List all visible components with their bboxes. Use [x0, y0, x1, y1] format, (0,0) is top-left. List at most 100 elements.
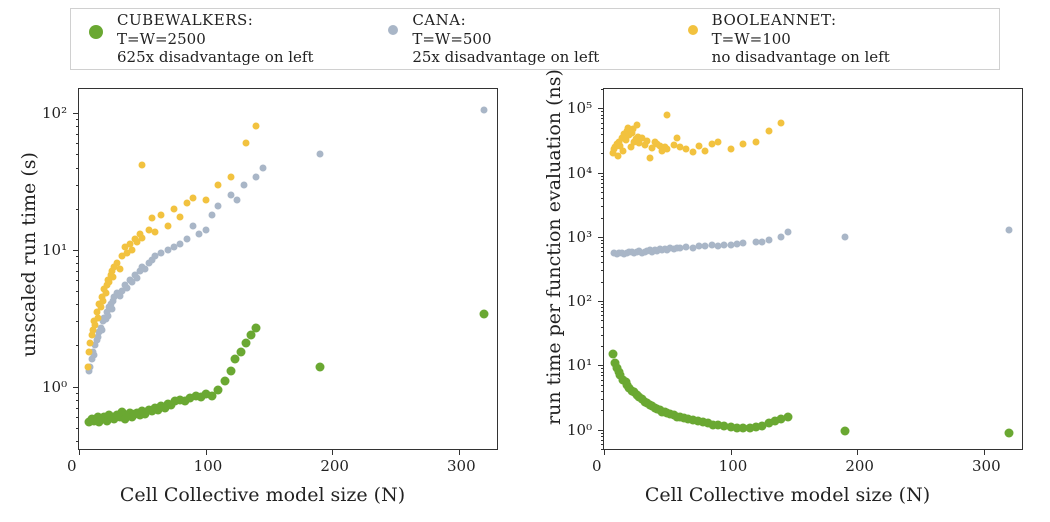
ytick-minor [601, 372, 604, 373]
xtick-mark [604, 449, 605, 455]
legend-marker-booleannet [688, 25, 698, 35]
data-point [240, 181, 247, 188]
data-point [765, 127, 772, 134]
data-point [620, 147, 627, 154]
data-point [480, 309, 489, 318]
ytick-minor [601, 118, 604, 119]
data-point [202, 197, 209, 204]
legend-marker-cubewalkers [89, 25, 103, 39]
ytick-mark [598, 108, 604, 109]
data-point [840, 427, 849, 436]
ytick-minor [601, 206, 604, 207]
ytick-minor [76, 291, 79, 292]
ytick-minor [76, 345, 79, 346]
panels: 010020030010⁰10¹10² Cell Collective mode… [0, 82, 1050, 512]
ytick-minor [601, 142, 604, 143]
legend-title: CUBEWALKERS: [117, 11, 253, 29]
ytick-label: 10² [567, 292, 594, 310]
ytick-minor [601, 183, 604, 184]
xtick-label: 0 [592, 457, 602, 475]
ytick-minor [601, 320, 604, 321]
data-point [134, 275, 141, 282]
data-point [152, 229, 159, 236]
ytick-minor [601, 368, 604, 369]
ytick-minor [601, 251, 604, 252]
data-point [183, 200, 190, 207]
xlabel-left: Cell Collective model size (N) [0, 484, 525, 506]
ytick-minor [601, 240, 604, 241]
data-point [253, 174, 260, 181]
data-point [740, 140, 747, 147]
ytick-minor [601, 311, 604, 312]
ytick-minor [601, 176, 604, 177]
data-point [689, 148, 696, 155]
ytick-minor [601, 385, 604, 386]
ytick-minor [76, 271, 79, 272]
ytick-label: 10¹ [42, 241, 69, 259]
legend-text-cubewalkers: CUBEWALKERS: T=W=2500 625x disadvantage … [117, 11, 314, 67]
ytick-minor [76, 393, 79, 394]
ytick-minor [601, 218, 604, 219]
data-point [1005, 428, 1014, 437]
ytick-minor [76, 134, 79, 135]
xtick-mark [731, 449, 732, 455]
xlabel-right: Cell Collective model size (N) [525, 484, 1050, 506]
data-point [92, 322, 99, 329]
data-point [214, 385, 223, 394]
ytick-minor [76, 143, 79, 144]
ytick-minor [76, 428, 79, 429]
ytick-mark [73, 250, 79, 251]
ytick-mark [73, 387, 79, 388]
data-point [841, 233, 848, 240]
legend-line: T=W=100 [712, 30, 791, 48]
ytick-mark [598, 365, 604, 366]
legend-item-booleannet: BOOLEANNET: T=W=100 no disadvantage on l… [688, 11, 987, 67]
xtick-mark [459, 449, 460, 455]
ytick-minor [601, 115, 604, 116]
xtick-label: 300 [972, 457, 1001, 475]
data-point [86, 348, 93, 355]
ytick-minor [601, 198, 604, 199]
xtick-mark [857, 449, 858, 455]
ytick-minor [601, 262, 604, 263]
axes-left: 010020030010⁰10¹10² [78, 88, 498, 450]
xtick-label: 100 [719, 457, 748, 475]
data-point [95, 314, 102, 321]
legend-item-cana: CANA: T=W=500 25x disadvantage on left [388, 11, 687, 67]
ytick-minor [76, 209, 79, 210]
ytick-minor [76, 154, 79, 155]
data-point [1006, 226, 1013, 233]
data-point [141, 266, 148, 273]
data-point [98, 326, 105, 333]
legend-title: CANA: [412, 11, 466, 29]
xtick-label: 200 [845, 457, 874, 475]
ytick-minor [601, 391, 604, 392]
legend-line: 25x disadvantage on left [412, 48, 599, 66]
ytick-mark [598, 173, 604, 174]
ytick-label: 10⁴ [567, 164, 594, 182]
ytick-minor [601, 256, 604, 257]
data-point [215, 181, 222, 188]
panel-left: 010020030010⁰10¹10² Cell Collective mode… [0, 82, 525, 512]
ytick-minor [601, 410, 604, 411]
ytick-minor [76, 400, 79, 401]
data-point [202, 226, 209, 233]
data-point [674, 134, 681, 141]
ytick-minor [76, 126, 79, 127]
ytick-minor [601, 380, 604, 381]
data-point [252, 323, 261, 332]
ytick-minor [601, 192, 604, 193]
ytick-minor [76, 280, 79, 281]
data-point [727, 146, 734, 153]
ytick-mark [73, 113, 79, 114]
ytick-minor [601, 444, 604, 445]
ytick-minor [76, 441, 79, 442]
ytick-minor [601, 346, 604, 347]
data-point [664, 111, 671, 118]
data-point [149, 215, 156, 222]
legend-line: T=W=500 [412, 30, 491, 48]
legend: CUBEWALKERS: T=W=2500 625x disadvantage … [70, 8, 1000, 70]
ytick-minor [601, 307, 604, 308]
data-point [129, 246, 136, 253]
ytick-minor [601, 89, 604, 90]
